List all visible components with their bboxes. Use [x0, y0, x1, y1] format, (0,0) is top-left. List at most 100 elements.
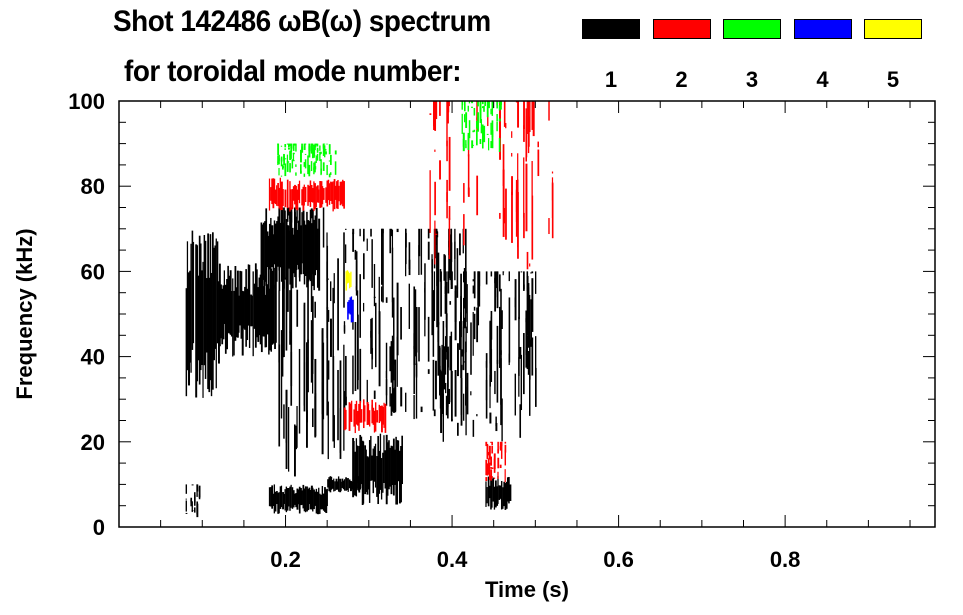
spectrum-mark-mode-1 [276, 491, 278, 505]
spectrum-mark-mode-1 [361, 440, 364, 506]
spectrum-mark-mode-3 [315, 144, 317, 146]
spectrum-mark-mode-1 [415, 363, 418, 419]
spectrum-mark-mode-1 [188, 272, 191, 386]
spectrum-mark-mode-2 [497, 441, 499, 454]
spectrum-mark-mode-1 [451, 271, 453, 289]
spectrum-mark-mode-2 [354, 404, 356, 434]
spectrum-mark-mode-1 [393, 297, 395, 365]
spectrum-mark-mode-1 [366, 456, 369, 495]
spectrum-mark-mode-3 [496, 121, 498, 132]
spectrum-mark-mode-3 [294, 143, 296, 146]
spectrum-mark-mode-1 [190, 499, 192, 507]
spectrum-mark-mode-1 [203, 235, 206, 366]
spectrum-mark-mode-2 [523, 157, 525, 218]
spectrum-mark-mode-1 [395, 436, 397, 505]
spectrum-mark-mode-2 [373, 410, 376, 433]
spectrum-mark-mode-2 [504, 469, 506, 483]
spectrum-mark-mode-1 [295, 493, 297, 508]
spectrum-mark-mode-1 [343, 232, 345, 308]
spectrum-mark-mode-1 [327, 360, 330, 380]
spectrum-mark-mode-1 [345, 477, 347, 491]
spectrum-mark-mode-1 [270, 487, 272, 507]
spectrum-mark-mode-2 [446, 179, 448, 202]
spectrum-mark-mode-1 [520, 354, 523, 411]
spectrum-mark-mode-1 [444, 354, 447, 375]
spectrum-mark-mode-1 [214, 245, 216, 349]
spectrum-mark-mode-2 [331, 182, 334, 204]
spectrum-mark-mode-1 [273, 484, 276, 514]
spectrum-mark-mode-1 [463, 271, 465, 283]
spectrum-mark-mode-1 [488, 485, 491, 499]
spectrum-mark-mode-3 [303, 173, 306, 177]
spectrum-mark-mode-2 [515, 189, 518, 212]
spectrum-mark-mode-1 [333, 478, 335, 492]
spectrum-mark-mode-2 [271, 178, 273, 205]
spectrum-mark-mode-1 [508, 271, 510, 282]
spectrum-mark-mode-1 [223, 270, 225, 324]
spectrum-mark-mode-2 [342, 179, 344, 207]
spectrum-mark-mode-1 [359, 434, 362, 490]
spectrum-mark-mode-1 [500, 288, 502, 355]
spectrum-mark-mode-2 [278, 187, 281, 209]
spectrum-mark-mode-2 [312, 188, 314, 203]
spectrum-mark-mode-3 [326, 164, 328, 176]
spectrum-mark-mode-1 [309, 209, 312, 282]
spectrum-mark-mode-2 [348, 402, 351, 431]
spectrum-mark-mode-3 [310, 161, 313, 172]
spectrum-mark-mode-2 [502, 169, 505, 237]
spectrum-mark-mode-1 [366, 379, 368, 405]
spectrum-mark-mode-2 [531, 101, 534, 130]
spectrum-mark-mode-3 [479, 106, 482, 123]
spectrum-mark-mode-2 [358, 403, 360, 431]
spectrum-mark-mode-1 [325, 489, 328, 514]
spectrum-mark-mode-1 [495, 271, 497, 289]
spectrum-mark-mode-1 [310, 485, 313, 510]
spectrum-mark-mode-1 [292, 490, 295, 508]
spectrum-mark-mode-1 [362, 441, 365, 504]
spectrum-mark-mode-3 [481, 136, 484, 149]
spectrum-mark-mode-1 [282, 492, 284, 510]
spectrum-mark-mode-2 [433, 101, 436, 130]
spectrum-mark-mode-1 [228, 275, 231, 334]
y-tick-label: 60 [81, 259, 105, 284]
spectrum-mark-mode-1 [494, 480, 497, 508]
spectrum-mark-mode-2 [337, 179, 339, 209]
spectrum-mark-mode-1 [258, 277, 261, 336]
spectrum-mark-mode-3 [465, 112, 468, 128]
spectrum-mark-mode-1 [185, 498, 187, 500]
spectrum-mark-mode-1 [190, 499, 192, 501]
spectrum-mark-mode-1 [443, 346, 446, 390]
spectrum-mark-mode-1 [476, 307, 479, 343]
spectrum-mark-mode-1 [414, 289, 417, 348]
spectrum-mark-mode-1 [454, 370, 457, 417]
spectrum-mark-mode-1 [312, 296, 314, 360]
spectrum-mark-mode-1 [445, 382, 447, 394]
spectrum-mark-mode-3 [463, 101, 466, 112]
spectrum-mark-mode-2 [467, 154, 470, 195]
spectrum-mark-mode-1 [505, 481, 508, 509]
spectrum-mark-mode-1 [371, 347, 374, 360]
spectrum-mark-mode-1 [459, 321, 461, 350]
spectrum-mark-mode-1 [436, 230, 438, 287]
spectrum-mark-mode-3 [304, 159, 307, 169]
spectrum-mark-mode-1 [396, 228, 399, 233]
spectrum-mark-mode-5 [347, 271, 350, 283]
spectrum-mark-mode-1 [523, 333, 525, 395]
spectrum-mark-mode-1 [250, 294, 252, 327]
spectrum-mark-mode-1 [393, 388, 395, 413]
spectrum-mark-mode-1 [460, 312, 462, 379]
spectrum-mark-mode-1 [307, 234, 309, 343]
spectrum-mark-mode-1 [391, 247, 394, 318]
spectrum-mark-mode-1 [397, 440, 400, 482]
spectrum-mark-mode-1 [470, 391, 472, 396]
spectrum-mark-mode-1 [441, 344, 443, 387]
spectrum-mark-mode-1 [489, 374, 491, 409]
spectrum-mark-mode-1 [360, 436, 363, 485]
spectrum-mark-mode-1 [270, 217, 272, 270]
spectrum-mark-mode-1 [339, 408, 341, 453]
spectrum-mark-mode-3 [473, 107, 476, 116]
spectrum-mark-mode-3 [303, 162, 306, 167]
spectrum-mark-mode-2 [526, 101, 528, 134]
spectrum-mark-mode-1 [314, 358, 317, 437]
spectrum-mark-mode-1 [381, 286, 383, 302]
